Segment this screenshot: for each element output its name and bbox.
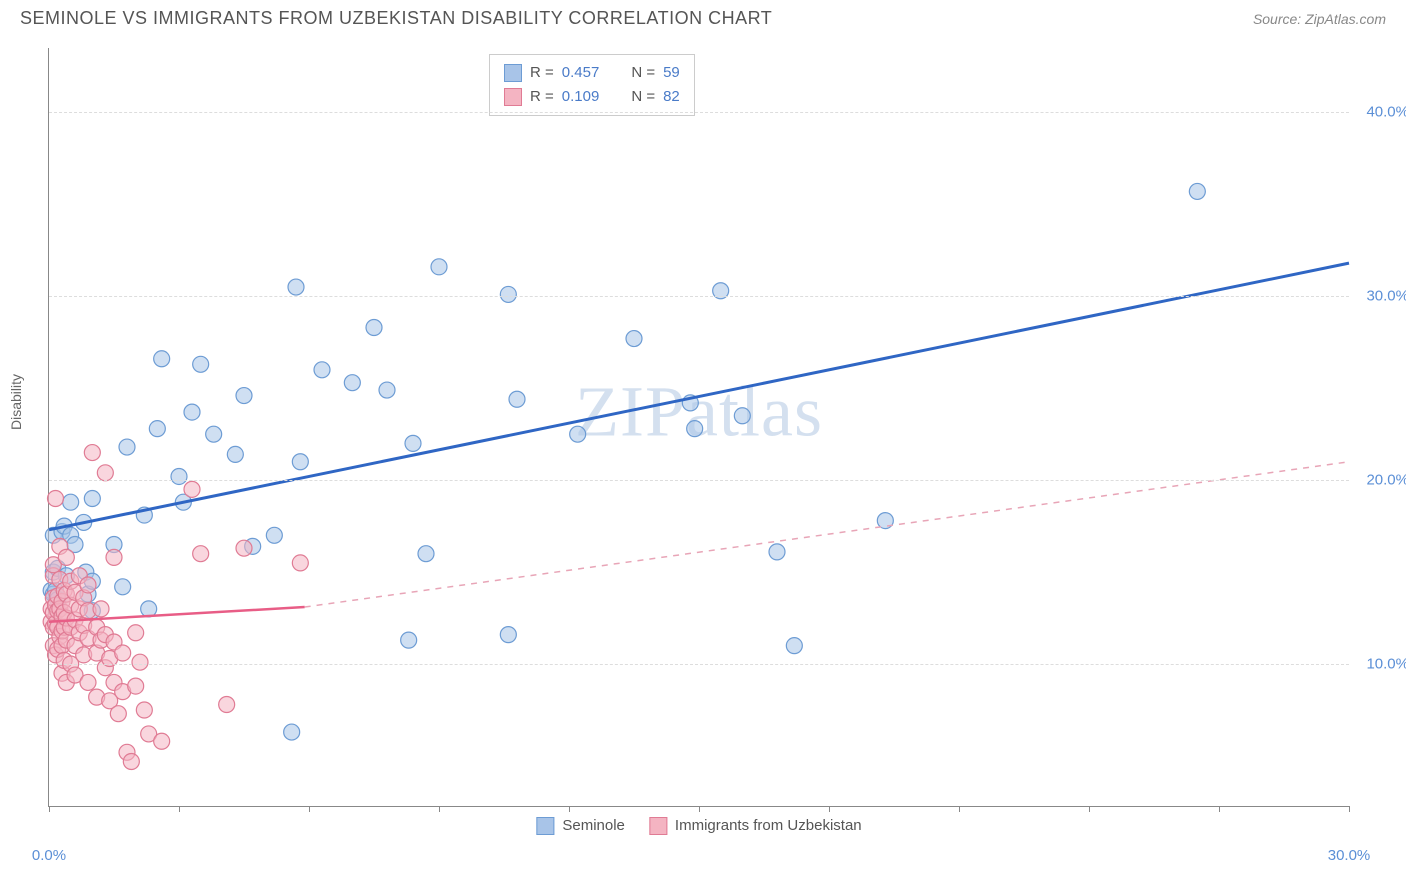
- x-tick: [829, 806, 830, 812]
- correlation-legend: R = 0.457 N = 59 R = 0.109 N = 82: [489, 54, 695, 116]
- legend-row-seminole: R = 0.457 N = 59: [504, 61, 680, 85]
- scatter-point: [119, 439, 135, 455]
- scatter-point: [401, 632, 417, 648]
- scatter-point: [292, 454, 308, 470]
- scatter-point: [769, 544, 785, 560]
- scatter-point: [405, 435, 421, 451]
- x-tick: [309, 806, 310, 812]
- scatter-point: [288, 279, 304, 295]
- source-attribution: Source: ZipAtlas.com: [1253, 11, 1386, 27]
- swatch-icon: [504, 88, 522, 106]
- scatter-point: [219, 696, 235, 712]
- scatter-point: [734, 408, 750, 424]
- x-tick: [1219, 806, 1220, 812]
- x-tick-label: 0.0%: [32, 847, 66, 864]
- scatter-point: [149, 421, 165, 437]
- regression-line-uzbekistan-dash: [305, 462, 1349, 607]
- scatter-point: [58, 549, 74, 565]
- scatter-point: [136, 702, 152, 718]
- scatter-point: [193, 356, 209, 372]
- gridline: [49, 664, 1349, 665]
- scatter-point: [128, 625, 144, 641]
- scatter-point: [128, 678, 144, 694]
- scatter-point: [63, 494, 79, 510]
- scatter-point: [1189, 183, 1205, 199]
- x-tick: [699, 806, 700, 812]
- scatter-point: [284, 724, 300, 740]
- scatter-point: [154, 733, 170, 749]
- scatter-point: [344, 375, 360, 391]
- legend-item-seminole: Seminole: [536, 814, 625, 838]
- scatter-point: [154, 351, 170, 367]
- gridline: [49, 480, 1349, 481]
- scatter-point: [314, 362, 330, 378]
- scatter-point: [236, 540, 252, 556]
- scatter-point: [171, 468, 187, 484]
- scatter-point: [110, 706, 126, 722]
- x-tick: [439, 806, 440, 812]
- y-axis-label: Disability: [8, 374, 24, 430]
- swatch-icon: [649, 817, 667, 835]
- scatter-point: [500, 627, 516, 643]
- chart-title: SEMINOLE VS IMMIGRANTS FROM UZBEKISTAN D…: [20, 8, 772, 29]
- legend-row-uzbekistan: R = 0.109 N = 82: [504, 85, 680, 109]
- scatter-point: [84, 491, 100, 507]
- x-tick: [49, 806, 50, 812]
- scatter-point: [184, 481, 200, 497]
- scatter-point: [132, 654, 148, 670]
- scatter-point: [431, 259, 447, 275]
- scatter-point: [80, 577, 96, 593]
- scatter-point: [266, 527, 282, 543]
- scatter-point: [123, 753, 139, 769]
- scatter-point: [193, 546, 209, 562]
- scatter-point: [97, 465, 113, 481]
- scatter-point: [206, 426, 222, 442]
- y-tick-label: 20.0%: [1366, 472, 1406, 489]
- scatter-point: [379, 382, 395, 398]
- scatter-point: [115, 579, 131, 595]
- header: SEMINOLE VS IMMIGRANTS FROM UZBEKISTAN D…: [0, 0, 1406, 33]
- scatter-point: [184, 404, 200, 420]
- x-tick: [1089, 806, 1090, 812]
- scatter-point: [93, 601, 109, 617]
- scatter-point: [227, 446, 243, 462]
- scatter-svg: [49, 48, 1349, 806]
- swatch-icon: [536, 817, 554, 835]
- legend-item-uzbekistan: Immigrants from Uzbekistan: [649, 814, 862, 838]
- gridline: [49, 112, 1349, 113]
- gridline: [49, 296, 1349, 297]
- scatter-point: [115, 645, 131, 661]
- x-tick: [179, 806, 180, 812]
- scatter-point: [366, 320, 382, 336]
- scatter-point: [687, 421, 703, 437]
- scatter-point: [509, 391, 525, 407]
- scatter-point: [84, 445, 100, 461]
- scatter-point: [48, 491, 64, 507]
- scatter-point: [236, 388, 252, 404]
- series-legend: Seminole Immigrants from Uzbekistan: [536, 814, 861, 838]
- x-tick: [1349, 806, 1350, 812]
- scatter-point: [106, 549, 122, 565]
- x-tick: [569, 806, 570, 812]
- scatter-point: [292, 555, 308, 571]
- scatter-point: [570, 426, 586, 442]
- scatter-point: [786, 638, 802, 654]
- scatter-point: [80, 674, 96, 690]
- x-tick-label: 30.0%: [1328, 847, 1371, 864]
- scatter-point: [500, 286, 516, 302]
- y-tick-label: 40.0%: [1366, 104, 1406, 121]
- swatch-icon: [504, 64, 522, 82]
- scatter-point: [418, 546, 434, 562]
- scatter-point: [626, 331, 642, 347]
- x-tick: [959, 806, 960, 812]
- y-tick-label: 10.0%: [1366, 656, 1406, 673]
- chart-plot-area: ZIPatlas R = 0.457 N = 59 R = 0.109 N = …: [48, 48, 1349, 807]
- y-tick-label: 30.0%: [1366, 288, 1406, 305]
